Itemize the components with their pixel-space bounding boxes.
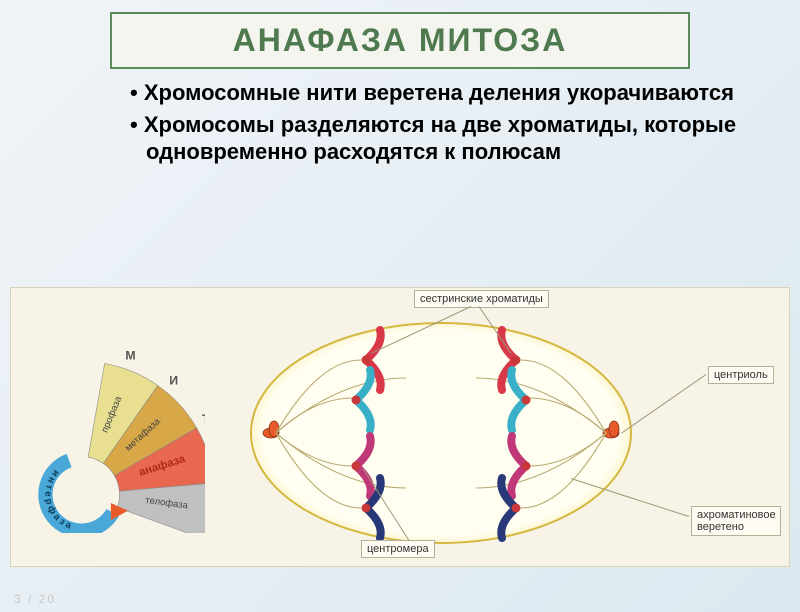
svg-text:И: И (169, 374, 178, 388)
label-sister-chromatids: сестринские хроматиды (414, 290, 549, 308)
label-spindle: ахроматиновое веретено (691, 506, 781, 536)
svg-text:Т: Т (202, 412, 205, 426)
cell-svg (231, 298, 651, 558)
slide-title: АНАФАЗА МИТОЗА (112, 22, 688, 59)
mitosis-cycle-fan: профазаметафазаанафазателофазаМИТОЗи н т… (15, 323, 205, 533)
label-centriole: центриоль (708, 366, 774, 384)
anaphase-cell (231, 298, 651, 558)
label-centromere: центромера (361, 540, 435, 558)
title-box: АНАФАЗА МИТОЗА (110, 12, 690, 69)
bullet-item: Хромосомные нити веретена деления укорач… (130, 79, 760, 107)
bullet-item: Хромосомы разделяются на две хроматиды, … (130, 111, 760, 166)
slide-number: 3 / 20 (14, 592, 56, 606)
bullet-list: Хромосомные нити веретена деления укорач… (130, 79, 760, 166)
fan-svg: профазаметафазаанафазателофазаМИТОЗи н т… (15, 323, 205, 533)
svg-text:М: М (125, 349, 135, 363)
diagram-panel: профазаметафазаанафазателофазаМИТОЗи н т… (10, 287, 790, 567)
svg-text:и н т е р ф а з а: и н т е р ф а з а (42, 468, 73, 532)
